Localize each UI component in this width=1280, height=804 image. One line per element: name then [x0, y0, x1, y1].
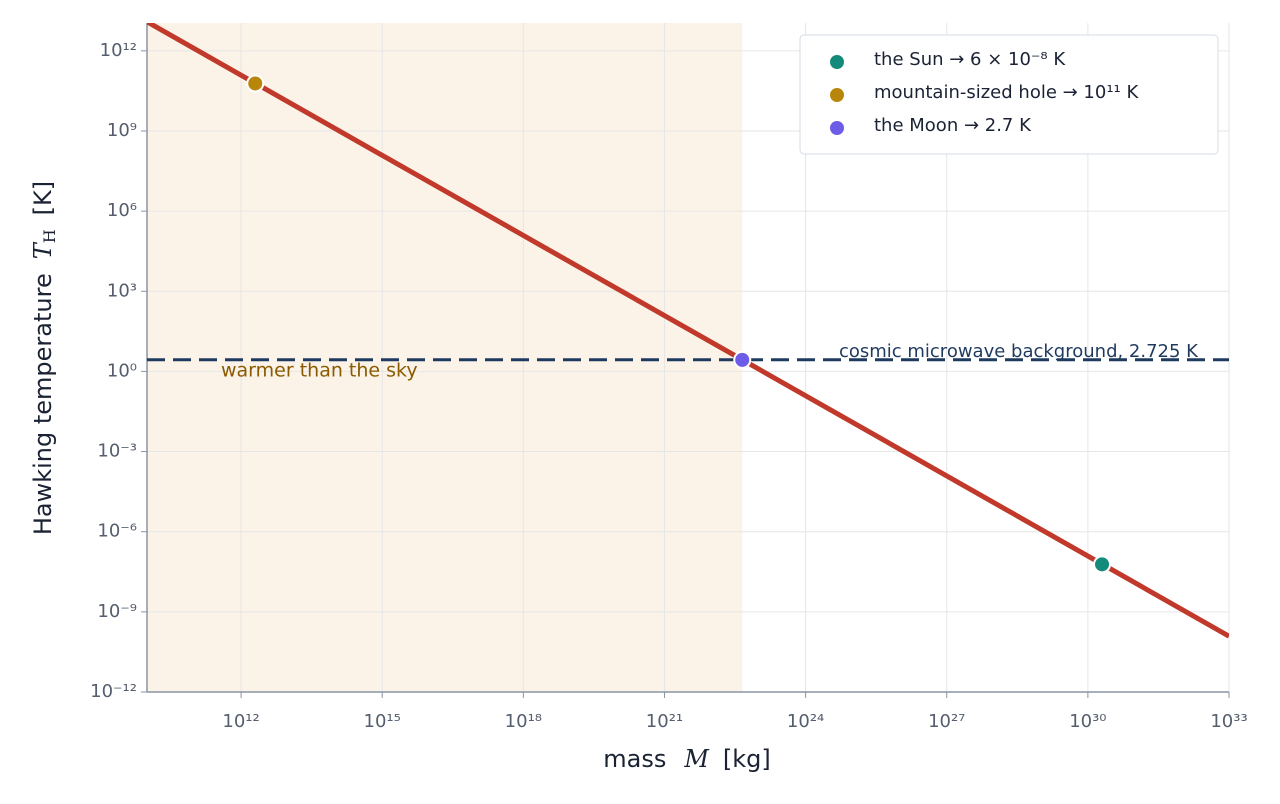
point: [1093, 555, 1112, 574]
data-line: [147, 23, 1229, 639]
legend-label: the Moon → 2.7 K: [874, 115, 1032, 136]
legend-label: the Sun → 6 × 10⁻⁸ K: [874, 49, 1066, 70]
legend-marker: [830, 55, 844, 69]
shade-label: warmer than the sky: [221, 360, 418, 382]
legend-marker: [830, 121, 844, 135]
shaded-region: [147, 23, 743, 692]
x-tick-label: 10³⁰: [1069, 711, 1106, 732]
point: [733, 350, 752, 369]
legend-marker: [830, 88, 844, 102]
y-tick-label: 10⁶: [107, 200, 137, 221]
x-label-unit: [kg]: [723, 745, 771, 773]
y-tick-label: 10⁻¹²: [90, 681, 137, 702]
y-label-subscript: H: [40, 229, 59, 243]
y-label-unit: [K]: [29, 181, 57, 215]
legend-label: mountain-sized hole → 10¹¹ K: [874, 82, 1139, 103]
y-tick-label: 10¹²: [100, 40, 137, 61]
y-tick-label: 10⁻³: [97, 441, 137, 462]
plot-layer: 10¹² 10¹⁵ 10¹⁸ 10²¹ 10²⁴ 10²⁷ 10³⁰ 10³³ 10⁻¹² 10⁻…: [90, 23, 1248, 732]
x-tick-label: 10²⁴: [787, 711, 824, 732]
legend-box: [799, 34, 1219, 155]
x-tick-label: 10¹²: [222, 711, 259, 732]
y-tick-label: 10⁹: [107, 120, 137, 141]
x-tick-label: 10²⁷: [928, 711, 965, 732]
x-tick-label: 10³³: [1210, 711, 1247, 732]
y-label-text: Hawking temperature: [29, 273, 57, 535]
x-axis-label: mass M [kg]: [603, 745, 771, 774]
y-tick-label: 10³: [107, 280, 137, 301]
y-tick-label: 10⁻⁹: [97, 601, 137, 622]
x-tick-label: 10¹⁸: [505, 711, 542, 732]
point: [246, 74, 265, 93]
y-label-symbol: T: [29, 241, 57, 259]
y-axis-label: Hawking temperature TH [K]: [29, 181, 59, 535]
x-label-symbol: M: [683, 745, 710, 773]
x-tick-label: 10²¹: [646, 711, 683, 732]
y-tick-label: 10⁰: [107, 360, 137, 381]
y-tick-label: 10⁻⁶: [97, 521, 137, 542]
x-tick-label: 10¹⁵: [364, 711, 401, 732]
x-label-text: mass: [603, 745, 666, 773]
reference-label: cosmic microwave background, 2.725 K: [839, 341, 1199, 362]
